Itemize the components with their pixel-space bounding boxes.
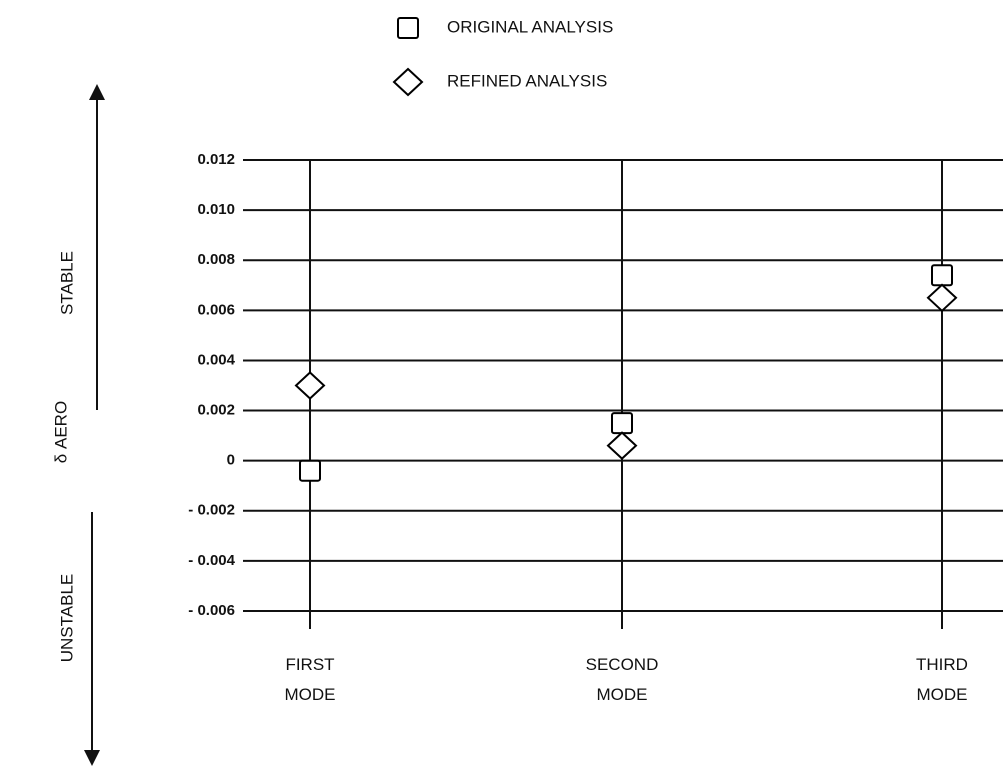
y-tick-label: 0.010 [197,201,235,218]
point [611,412,633,435]
x-tick-label: FIRST MODE [285,655,336,704]
legend-label: REFINED ANALYSIS [447,71,607,90]
y-tick-label: 0.006 [197,301,235,318]
y-tick-label: 0.004 [197,351,235,368]
y-tick-label: 0.002 [197,402,235,419]
y-axis-label: δ AERO [51,401,70,463]
y-tick-label: - 0.006 [188,602,235,619]
y-tick-label: 0 [227,452,235,469]
x-tick-label: SECOND MODE [586,655,659,704]
unstable-label: UNSTABLE [57,574,76,663]
legend-label: ORIGINAL ANALYSIS [447,17,613,36]
legend-marker [392,67,424,97]
point [606,431,638,460]
point [294,371,326,400]
point [926,283,958,313]
point [299,459,321,482]
legend-marker [397,17,419,39]
y-tick-label: 0.008 [197,251,235,268]
x-tick-label: THIRD MODE [916,655,968,704]
stable-label: STABLE [57,251,76,315]
point [931,264,953,287]
y-tick-label: - 0.004 [188,552,235,569]
y-tick-label: - 0.002 [188,502,235,519]
y-tick-label: 0.012 [197,151,235,168]
